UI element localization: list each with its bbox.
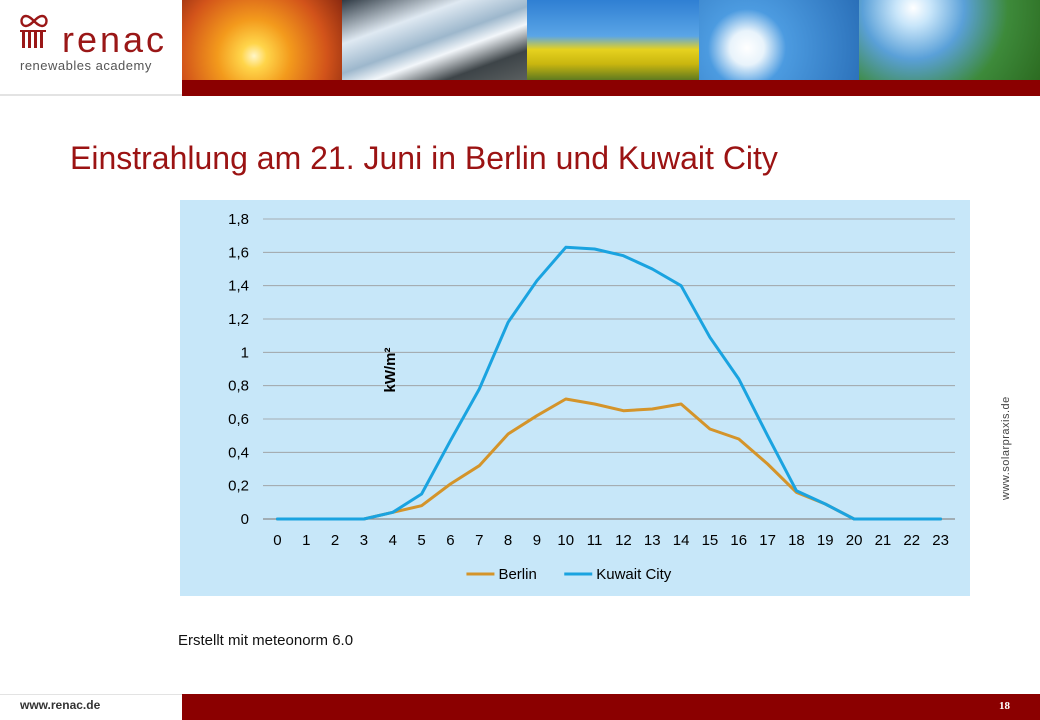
- series-line-kuwait-city: [275, 245, 943, 521]
- x-tick-label: 15: [702, 532, 719, 549]
- x-tick-label: 4: [389, 532, 397, 549]
- x-tick-label: 9: [533, 532, 541, 549]
- chart-caption: Erstellt mit meteonorm 6.0: [178, 632, 354, 649]
- chart-canvas: 00,20,40,60,811,21,41,61,8 0 1 2 3 4 5 6 7 8 9 10 1…: [228, 211, 955, 583]
- y-axis-label: kW/m²: [382, 347, 399, 392]
- dandelion-photo: [699, 0, 859, 80]
- source-url: www.solarpraxis.de: [1000, 396, 1012, 500]
- y-tick-label: 0: [241, 511, 249, 528]
- x-tick-label: 22: [903, 532, 920, 549]
- x-tick-label: 6: [446, 532, 454, 549]
- legend-label: Kuwait City: [596, 566, 672, 583]
- x-tick-label: 18: [788, 532, 805, 549]
- x-tick-label: 7: [475, 532, 483, 549]
- y-tick-label: 1,2: [228, 311, 249, 328]
- footer-url: www.renac.de: [20, 698, 101, 712]
- y-tick-label: 0,8: [228, 378, 249, 395]
- sunset-photo: [182, 0, 342, 80]
- y-tick-label: 1,8: [228, 211, 249, 228]
- legend-label: Berlin: [498, 566, 536, 583]
- x-tick-label: 2: [331, 532, 339, 549]
- y-tick-label: 0,4: [228, 444, 249, 461]
- waterfall-photo: [342, 0, 527, 80]
- x-tick-label: 20: [846, 532, 863, 549]
- x-tick-label: 12: [615, 532, 632, 549]
- page-number: 18: [999, 700, 1010, 712]
- x-tick-label: 0: [273, 532, 281, 549]
- x-tick-label: 1: [302, 532, 310, 549]
- footer-left: [0, 694, 182, 720]
- x-tick-label: 10: [557, 532, 574, 549]
- x-tick-label: 21: [875, 532, 892, 549]
- x-tick-label: 23: [932, 532, 949, 549]
- x-tick-label: 13: [644, 532, 661, 549]
- renac-logo-icon: [20, 14, 48, 48]
- header-band: [182, 80, 1040, 96]
- y-tick-label: 1,4: [228, 278, 249, 295]
- x-tick-label: 3: [360, 532, 368, 549]
- chart-legend: Berlin Kuwait City: [466, 566, 672, 583]
- irradiance-chart: 0 0,2 0,4 0,6 0,8 1 1,2 1,4 1,6 1,8 0 1 2 3 4 5 6 7 8 9 10 1…: [180, 200, 970, 596]
- x-tick-label: 8: [504, 532, 512, 549]
- x-tick-label: 11: [587, 532, 603, 549]
- x-tick-label: 19: [817, 532, 834, 549]
- y-tick-label: 1: [241, 344, 249, 361]
- series-line-berlin: [275, 397, 943, 521]
- logo: renac renewables academy: [0, 0, 182, 96]
- x-tick-label: 16: [730, 532, 747, 549]
- footer-band: [182, 694, 1040, 720]
- y-tick-label: 0,6: [228, 411, 249, 428]
- logo-tagline: renewables academy: [20, 58, 152, 73]
- slide-title: Einstrahlung am 21. Juni in Berlin und K…: [70, 140, 778, 176]
- y-tick-label: 1,6: [228, 244, 249, 261]
- x-tick-label: 17: [759, 532, 776, 549]
- logo-name: renac: [62, 19, 168, 60]
- cornfield-photo: [859, 0, 1040, 80]
- x-tick-label: 5: [417, 532, 425, 549]
- rapeseed-photo: [527, 0, 699, 80]
- y-tick-label: 0,2: [228, 478, 249, 495]
- header-photo-strip: [182, 0, 1040, 80]
- x-tick-label: 14: [673, 532, 690, 549]
- slide-header: renac renewables academy: [0, 0, 1040, 96]
